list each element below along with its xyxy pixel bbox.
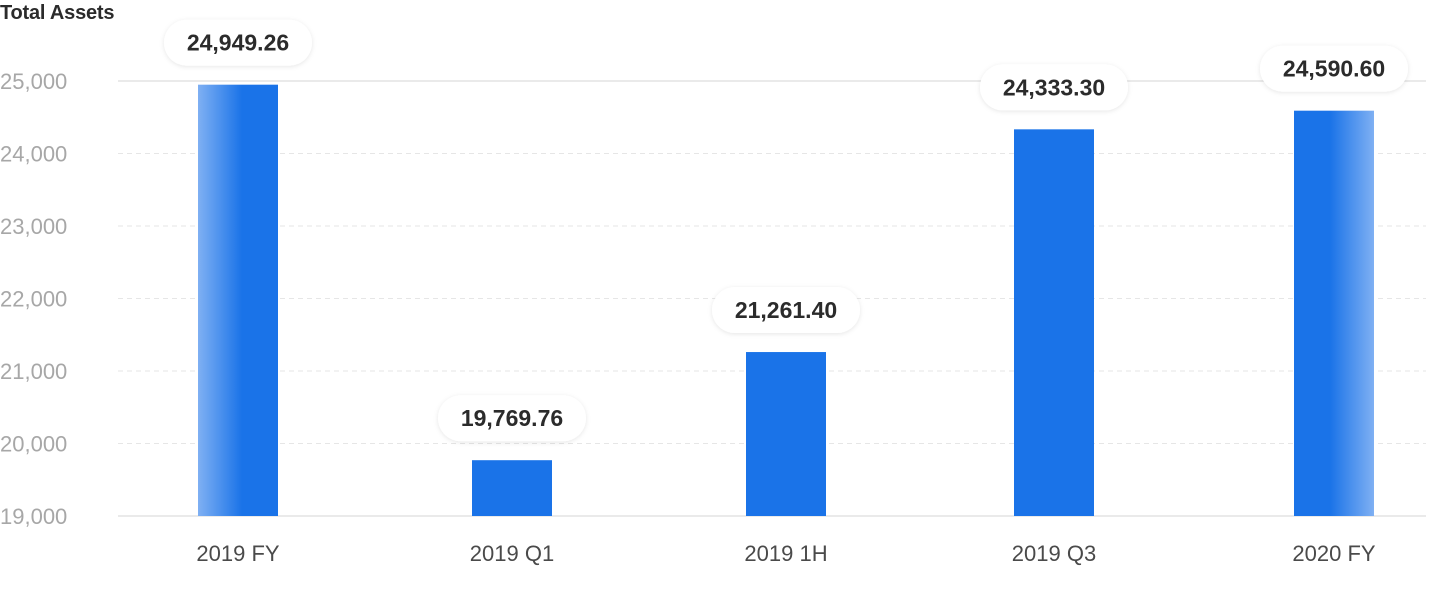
value-labels: 24,949.26 19,769.76 21,261.40 24,333.30 24,5… xyxy=(164,19,1408,442)
value-label-bubble xyxy=(1260,45,1408,92)
bar-value-label: 24,590.60 xyxy=(1283,56,1385,82)
y-tick-label: 24,000 xyxy=(0,142,67,167)
bar[interactable] xyxy=(1014,129,1094,516)
y-tick-label: 25,000 xyxy=(0,69,67,94)
bar-value-label: 24,333.30 xyxy=(1003,74,1105,100)
x-category-label: 2019 1H xyxy=(744,541,827,566)
bar[interactable] xyxy=(1294,110,1374,516)
bars xyxy=(198,84,1374,516)
value-label-bubble xyxy=(712,287,860,334)
x-category-label: 2020 FY xyxy=(1292,541,1375,566)
bar-value-label: 21,261.40 xyxy=(735,297,837,323)
bar-value-label: 24,949.26 xyxy=(187,30,289,56)
x-axis-categories: 2019 FY 2019 Q1 2019 1H 2019 Q3 2020 FY xyxy=(196,541,1375,566)
bar[interactable] xyxy=(746,352,826,516)
x-category-label: 2019 Q1 xyxy=(470,541,554,566)
value-label-bubble xyxy=(438,395,586,442)
value-label-bubble xyxy=(980,64,1128,111)
bar[interactable] xyxy=(198,84,278,516)
x-category-label: 2019 Q3 xyxy=(1012,541,1096,566)
x-category-label: 2019 FY xyxy=(196,541,279,566)
y-tick-label: 22,000 xyxy=(0,287,67,312)
y-axis-ticks: 19,000 20,000 21,000 22,000 23,000 24,000 25,0… xyxy=(0,69,67,529)
chart-title: Total Assets xyxy=(0,2,115,24)
y-tick-label: 19,000 xyxy=(0,504,67,529)
bar-value-label: 19,769.76 xyxy=(461,405,563,431)
bar[interactable] xyxy=(472,460,552,516)
y-tick-label: 21,000 xyxy=(0,359,67,384)
y-tick-label: 20,000 xyxy=(0,432,67,457)
y-tick-label: 23,000 xyxy=(0,214,67,239)
value-label-bubble xyxy=(164,19,312,66)
